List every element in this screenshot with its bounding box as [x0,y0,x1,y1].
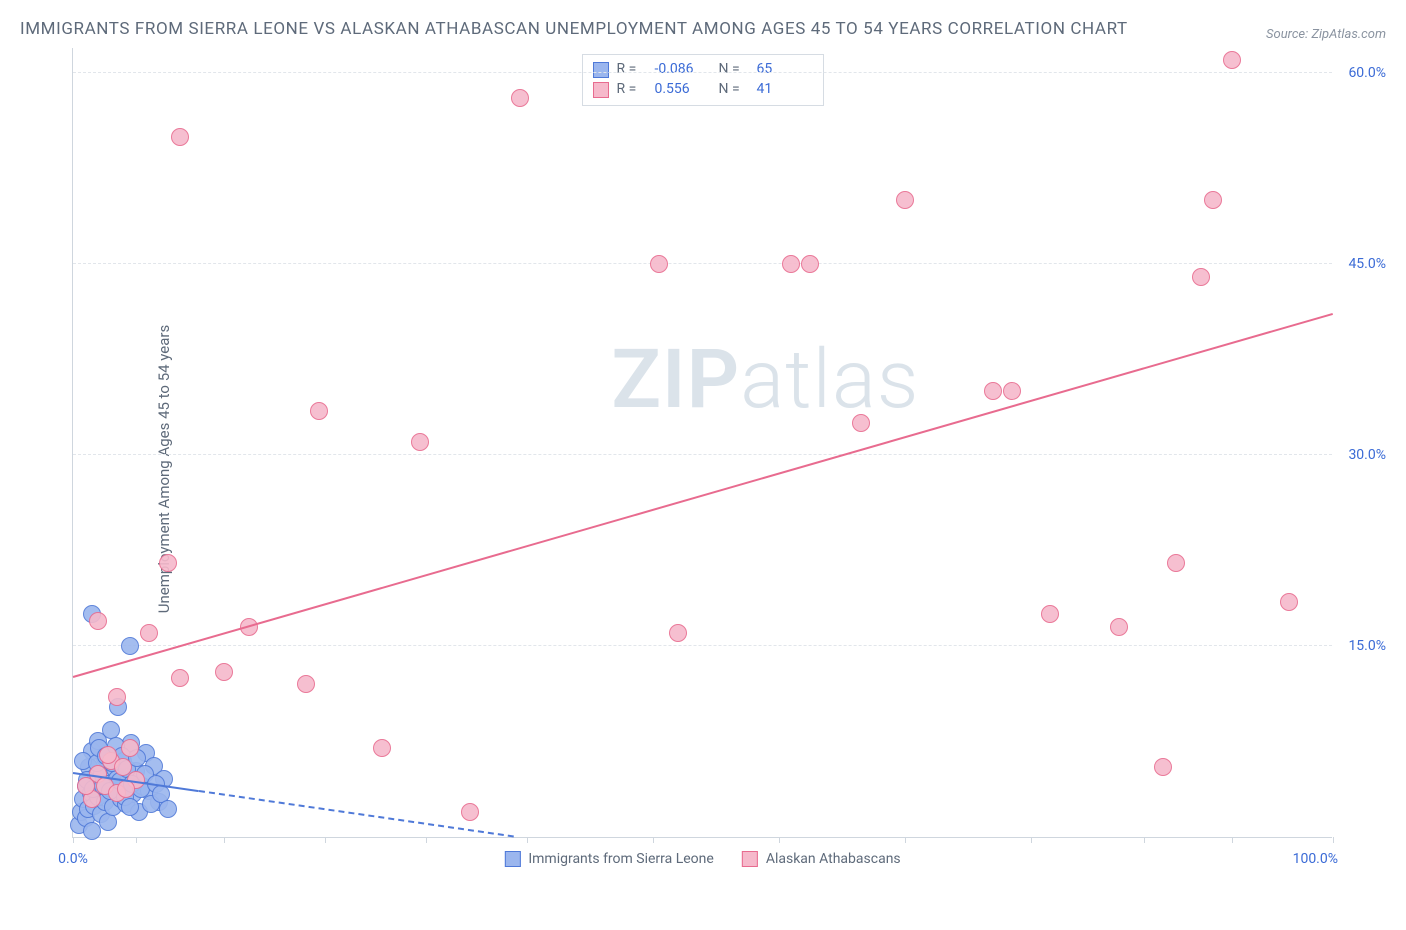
x-tick [1144,837,1145,843]
watermark-atlas: atlas [740,332,919,428]
data-point-athabascan [1204,191,1222,209]
r-label: R = [617,80,647,100]
data-point-athabascan [1192,268,1210,286]
source-prefix: Source: [1266,27,1311,42]
data-point-athabascan [1003,382,1021,400]
data-point-athabascan [1280,593,1298,611]
data-point-sierra [121,798,139,816]
data-point-athabascan [1110,618,1128,636]
data-point-athabascan [650,255,668,273]
data-point-athabascan [782,255,800,273]
data-point-athabascan [411,433,429,451]
y-gridline [73,72,1332,73]
trend-line [73,313,1334,678]
data-point-sierra [159,800,177,818]
data-point-athabascan [108,688,126,706]
n-value-athabascan: 41 [757,80,813,100]
n-label: N = [719,60,749,80]
data-point-sierra [99,813,117,831]
data-point-sierra [121,637,139,655]
data-point-athabascan [310,402,328,420]
x-tick [73,837,74,843]
x-min-label: 0.0% [58,851,88,867]
data-point-athabascan [121,739,139,757]
n-value-sierra: 65 [757,60,813,80]
x-tick [426,837,427,843]
y-tick-label: 45.0% [1348,256,1386,272]
swatch-sierra [504,851,520,867]
watermark-zip: ZIP [611,332,740,428]
chart-title: IMMIGRANTS FROM SIERRA LEONE VS ALASKAN … [20,16,1128,42]
y-tick-label: 30.0% [1348,447,1386,463]
source-attribution: Source: ZipAtlas.com [1254,27,1386,42]
x-tick [325,837,326,843]
x-tick [1031,837,1032,843]
x-tick [905,837,906,843]
n-label: N = [719,80,749,100]
x-tick [1333,837,1334,843]
x-tick [224,837,225,843]
r-value-sierra: -0.086 [655,60,711,80]
x-max-label: 100.0% [1293,851,1338,867]
data-point-athabascan [140,624,158,642]
data-point-athabascan [297,675,315,693]
data-point-athabascan [77,777,95,795]
correlation-legend: R = -0.086 N = 65 R = 0.556 N = 41 [582,54,824,105]
data-point-athabascan [461,803,479,821]
data-point-athabascan [852,414,870,432]
legend-item-athabascan: Alaskan Athabascans [742,851,901,867]
data-point-athabascan [373,739,391,757]
legend-row-sierra: R = -0.086 N = 65 [593,60,813,80]
x-tick [779,837,780,843]
data-point-athabascan [511,89,529,107]
data-point-athabascan [801,255,819,273]
y-gridline [73,645,1332,646]
data-point-athabascan [159,554,177,572]
data-point-athabascan [1167,554,1185,572]
legend-row-athabascan: R = 0.556 N = 41 [593,80,813,100]
x-tick [136,837,137,843]
y-tick-label: 60.0% [1348,65,1386,81]
data-point-athabascan [171,128,189,146]
data-point-athabascan [99,746,117,764]
r-label: R = [617,60,647,80]
chart-container: Unemployment Among Ages 45 to 54 years Z… [20,48,1386,890]
plot-area: ZIPatlas R = -0.086 N = 65 R = 0.556 N =… [72,48,1332,838]
legend-label-athabascan: Alaskan Athabascans [766,851,901,867]
series-legend: Immigrants from Sierra Leone Alaskan Ath… [504,851,900,867]
data-point-athabascan [984,382,1002,400]
data-point-athabascan [669,624,687,642]
legend-label-sierra: Immigrants from Sierra Leone [528,851,713,867]
data-point-athabascan [215,663,233,681]
data-point-athabascan [896,191,914,209]
x-tick [527,837,528,843]
r-value-athabascan: 0.556 [655,80,711,100]
swatch-athabascan [593,82,609,98]
legend-item-sierra: Immigrants from Sierra Leone [504,851,713,867]
y-gridline [73,454,1332,455]
y-gridline [73,263,1332,264]
watermark: ZIPatlas [611,332,919,428]
swatch-sierra [593,62,609,78]
data-point-athabascan [1154,758,1172,776]
data-point-athabascan [1041,605,1059,623]
x-tick [1232,837,1233,843]
swatch-athabascan [742,851,758,867]
y-tick-label: 15.0% [1348,638,1386,654]
data-point-athabascan [1223,51,1241,69]
data-point-sierra [83,822,101,840]
x-tick [653,837,654,843]
data-point-athabascan [89,612,107,630]
data-point-athabascan [171,669,189,687]
source-name: ZipAtlas.com [1311,27,1386,42]
